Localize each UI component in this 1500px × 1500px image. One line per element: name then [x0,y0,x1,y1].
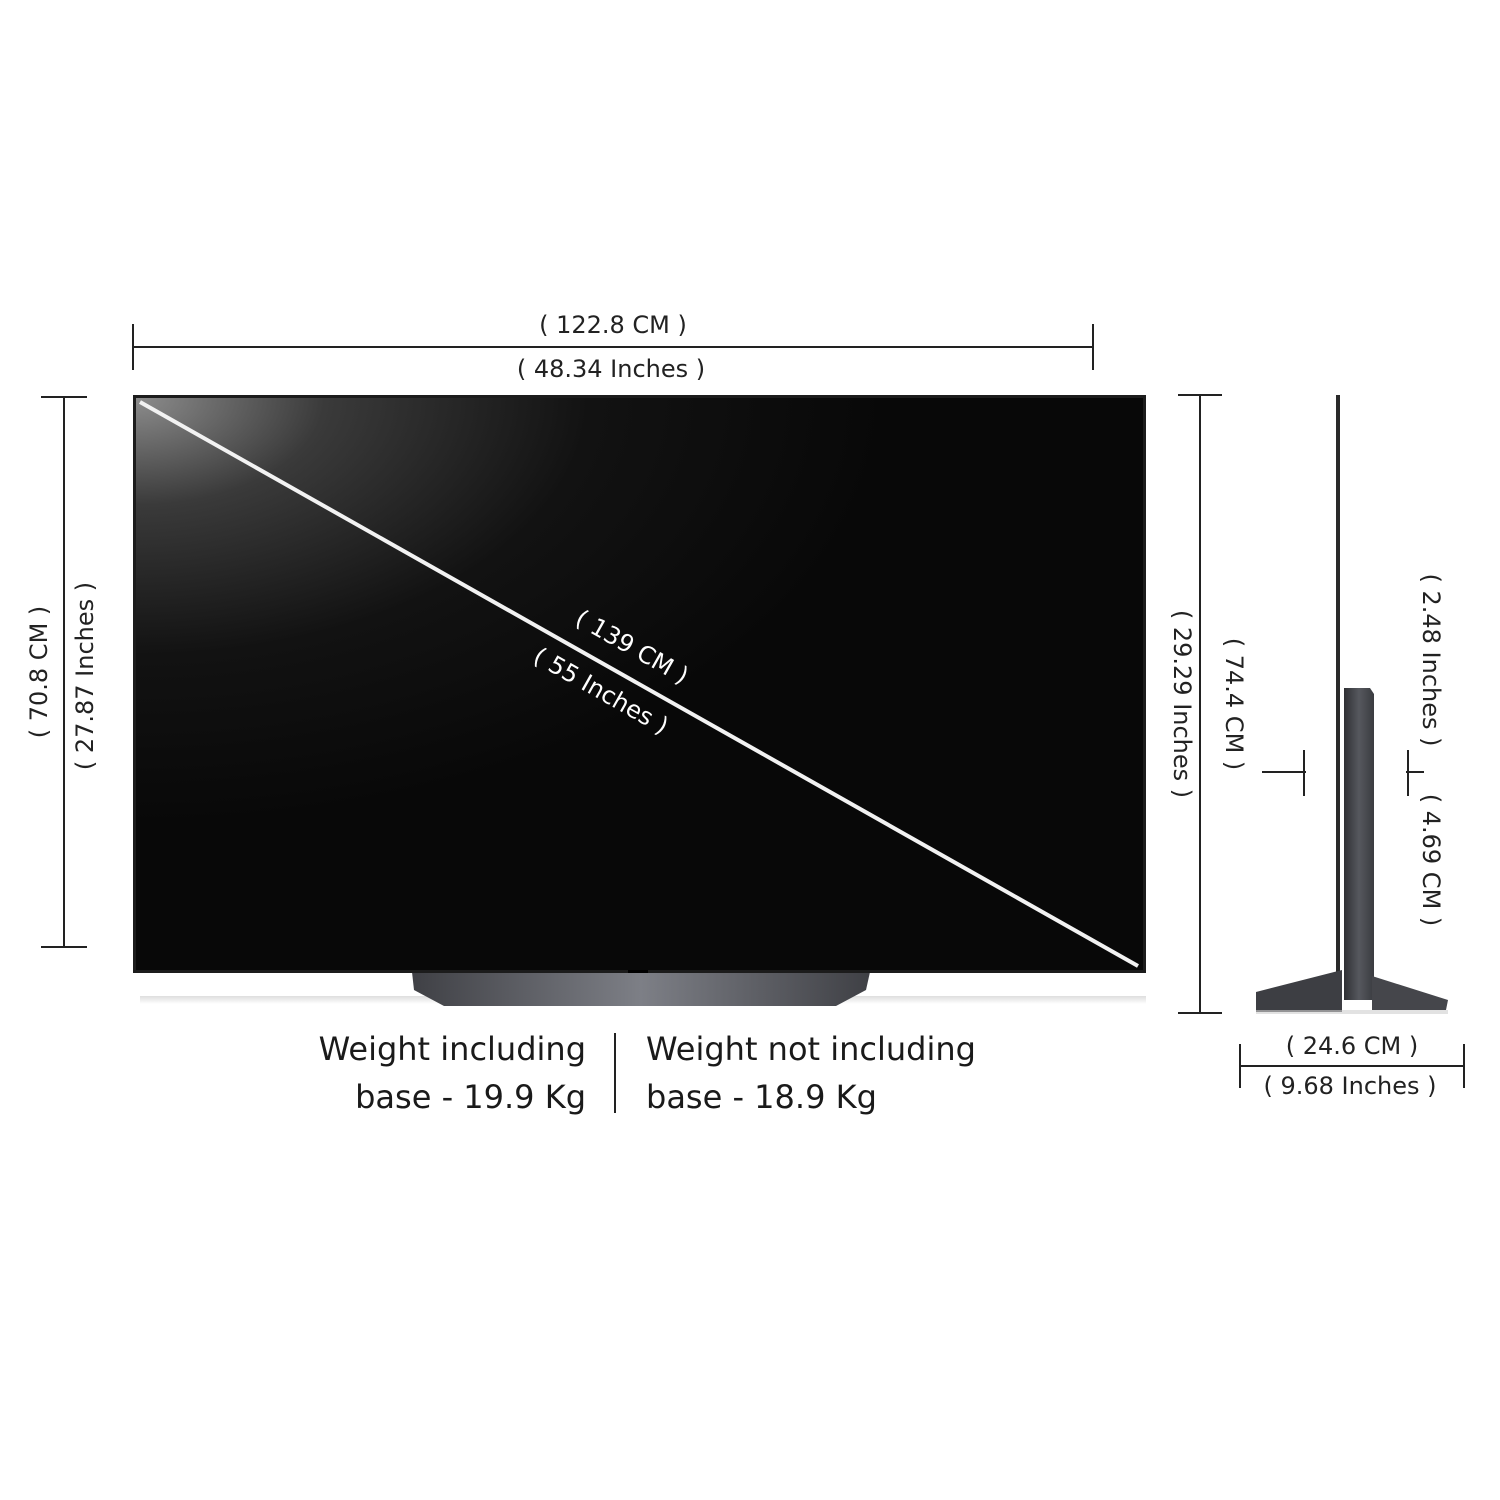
total-height-cm-label: ( 74.4 CM ) [1220,638,1248,771]
width-cm-label: ( 122.8 CM ) [539,311,687,339]
weight-not-including-base: Weight not including base - 18.9 Kg [646,1025,976,1121]
screen-height-cm-label: ( 70.8 CM ) [25,606,53,739]
weight-including-line2: base - 19.9 Kg [355,1078,586,1116]
width-inches-label: ( 48.34 Inches ) [517,355,705,383]
weight-not-including-line2: base - 18.9 Kg [646,1078,877,1116]
tv-side-view [1256,395,1448,1014]
width-dimension-line [132,324,1094,370]
diagonal-line [139,400,1139,968]
panel-depth-cm-label: ( 4.69 CM ) [1417,794,1445,927]
weight-including-line1: Weight including [318,1030,586,1068]
weight-including-base: Weight including base - 19.9 Kg [319,1025,586,1121]
weight-not-including-line1: Weight not including [646,1030,976,1068]
side-back-housing [1344,688,1374,1000]
screen-height-dimension-line [41,396,87,948]
total-height-inches-label: ( 29.29 Inches ) [1168,610,1196,798]
stand-depth-cm-label: ( 24.6 CM ) [1286,1032,1419,1060]
side-stand-foot-left [1256,970,1342,1012]
side-panel [1336,395,1340,1000]
screen-height-inches-label: ( 27.87 Inches ) [71,582,99,770]
side-stand-foot-right [1372,976,1448,1010]
tv-front-view [133,395,1146,1006]
panel-depth-marker [1262,750,1424,796]
stand-depth-dimension-line [1239,1044,1465,1088]
stand-depth-inches-label: ( 9.68 Inches ) [1263,1072,1436,1100]
total-height-dimension-line [1178,394,1222,1014]
stand-base [412,972,870,1006]
panel-depth-inches-label: ( 2.48 Inches ) [1417,573,1445,746]
weight-divider [614,1033,616,1113]
